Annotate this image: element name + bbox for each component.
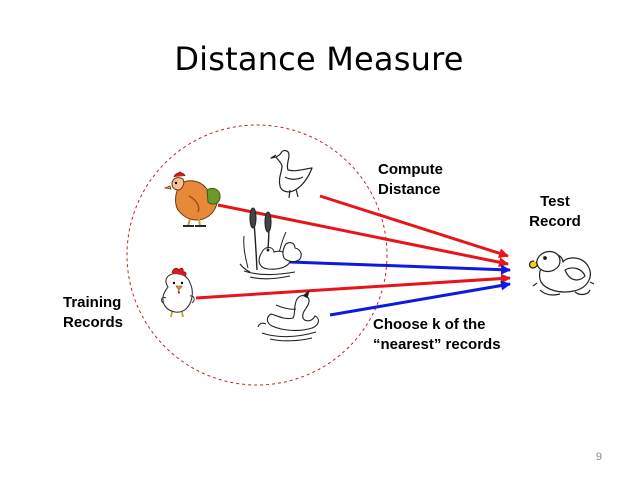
training-records-line-1: Training — [63, 294, 122, 311]
test-record-label: Test Record — [524, 192, 586, 232]
rubber-duck-icon — [528, 251, 595, 296]
page-number: 9 — [595, 451, 602, 463]
choose-k-line-1: Choose k of the — [373, 316, 486, 333]
arrow-chicken-to-test — [195, 273, 511, 300]
arrow-goose-to-test — [319, 194, 509, 259]
compute-distance-label: Compute Distance — [378, 160, 443, 200]
training-records-label: Training Records — [63, 293, 123, 333]
choose-k-label: Choose k of the “nearest” records — [373, 315, 501, 355]
test-record-line-1: Test — [540, 193, 570, 210]
arrow-swan-to-test — [329, 280, 511, 317]
rooster-icon — [163, 171, 221, 227]
goose-icon — [270, 149, 313, 199]
nearest-neighbor-circle — [126, 124, 388, 386]
ducks-in-reeds-icon — [239, 207, 302, 280]
choose-k-line-2: “nearest” records — [373, 336, 501, 353]
compute-distance-line-2: Distance — [378, 181, 441, 198]
test-record-line-2: Record — [529, 213, 581, 230]
swan-icon — [257, 290, 319, 342]
training-records-line-2: Records — [63, 314, 124, 331]
arrow-ducks-to-test — [289, 260, 511, 275]
compute-distance-line-1: Compute — [378, 161, 443, 178]
slide-title: Distance Measure — [174, 40, 464, 78]
chicken-icon — [161, 267, 195, 318]
